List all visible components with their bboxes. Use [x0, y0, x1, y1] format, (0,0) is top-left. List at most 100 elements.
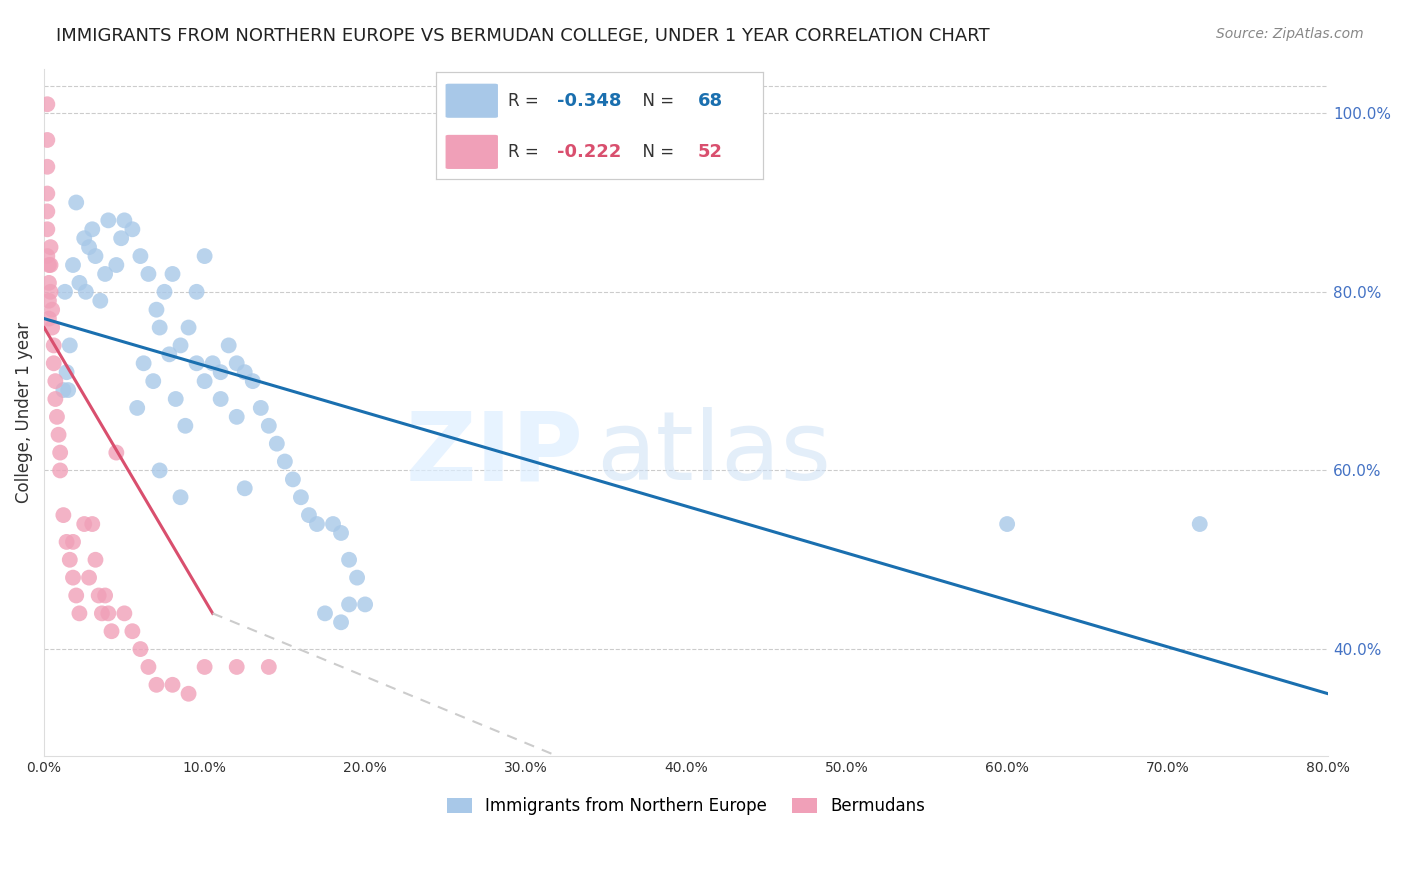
Point — [298, 508, 321, 522]
Point — [53, 285, 76, 299]
Point — [100, 624, 122, 639]
Point — [38, 293, 60, 308]
Point — [186, 356, 208, 370]
Point — [169, 490, 191, 504]
Point — [257, 418, 280, 433]
Point — [322, 516, 344, 531]
Point — [121, 624, 143, 639]
Point — [87, 589, 110, 603]
Point — [138, 660, 160, 674]
Text: ZIP: ZIP — [405, 407, 583, 500]
Point — [201, 356, 224, 370]
Point — [94, 589, 117, 603]
Point — [330, 615, 353, 630]
Point — [77, 240, 100, 254]
Point — [49, 445, 72, 459]
Legend: Immigrants from Northern Europe, Bermudans: Immigrants from Northern Europe, Bermuda… — [439, 789, 934, 823]
Point — [274, 454, 297, 468]
Point — [55, 365, 77, 379]
Point — [90, 607, 112, 621]
Point — [110, 231, 132, 245]
Point — [157, 347, 180, 361]
Point — [129, 642, 152, 657]
Point — [257, 660, 280, 674]
Point — [186, 285, 208, 299]
Point — [49, 463, 72, 477]
Y-axis label: College, Under 1 year: College, Under 1 year — [15, 322, 32, 503]
Point — [38, 276, 60, 290]
Point — [97, 607, 120, 621]
Point — [112, 213, 135, 227]
Point — [194, 660, 217, 674]
Point — [37, 204, 59, 219]
Point — [105, 445, 128, 459]
Point — [314, 607, 336, 621]
Point — [41, 320, 63, 334]
Point — [73, 516, 96, 531]
Point — [225, 409, 247, 424]
Point — [62, 258, 84, 272]
Point — [42, 356, 65, 370]
Point — [242, 374, 264, 388]
Point — [138, 267, 160, 281]
Point — [59, 338, 82, 352]
Point — [46, 409, 69, 424]
Point — [209, 392, 232, 406]
Point — [1188, 516, 1211, 531]
Point — [354, 598, 377, 612]
Point — [209, 365, 232, 379]
Point — [75, 285, 97, 299]
Point — [290, 490, 312, 504]
Point — [42, 338, 65, 352]
Point — [38, 311, 60, 326]
Text: IMMIGRANTS FROM NORTHERN EUROPE VS BERMUDAN COLLEGE, UNDER 1 YEAR CORRELATION CH: IMMIGRANTS FROM NORTHERN EUROPE VS BERMU… — [56, 27, 990, 45]
Point — [337, 598, 360, 612]
Point — [67, 607, 90, 621]
Point — [281, 472, 304, 486]
Point — [346, 571, 368, 585]
Point — [153, 285, 176, 299]
Point — [59, 553, 82, 567]
Point — [233, 365, 256, 379]
Point — [337, 553, 360, 567]
Point — [37, 222, 59, 236]
Point — [48, 427, 70, 442]
Point — [225, 356, 247, 370]
Point — [174, 418, 197, 433]
Point — [169, 338, 191, 352]
Point — [65, 589, 87, 603]
Point — [37, 249, 59, 263]
Point — [194, 374, 217, 388]
Point — [84, 249, 107, 263]
Point — [145, 678, 167, 692]
Point — [165, 392, 187, 406]
Text: atlas: atlas — [596, 407, 831, 500]
Point — [44, 374, 66, 388]
Point — [112, 607, 135, 621]
Point — [52, 508, 75, 522]
Text: Source: ZipAtlas.com: Source: ZipAtlas.com — [1216, 27, 1364, 41]
Point — [162, 678, 184, 692]
Point — [94, 267, 117, 281]
Point — [145, 302, 167, 317]
Point — [62, 571, 84, 585]
Point — [39, 258, 62, 272]
Point — [129, 249, 152, 263]
Point — [995, 516, 1018, 531]
Point — [65, 195, 87, 210]
Point — [266, 436, 288, 450]
Point — [225, 660, 247, 674]
Point — [132, 356, 155, 370]
Point — [84, 553, 107, 567]
Point — [218, 338, 240, 352]
Point — [82, 516, 104, 531]
Point — [39, 240, 62, 254]
Point — [37, 97, 59, 112]
Point — [149, 320, 172, 334]
Point — [89, 293, 111, 308]
Point — [55, 535, 77, 549]
Point — [52, 383, 75, 397]
Point — [37, 160, 59, 174]
Point — [41, 302, 63, 317]
Point — [305, 516, 328, 531]
